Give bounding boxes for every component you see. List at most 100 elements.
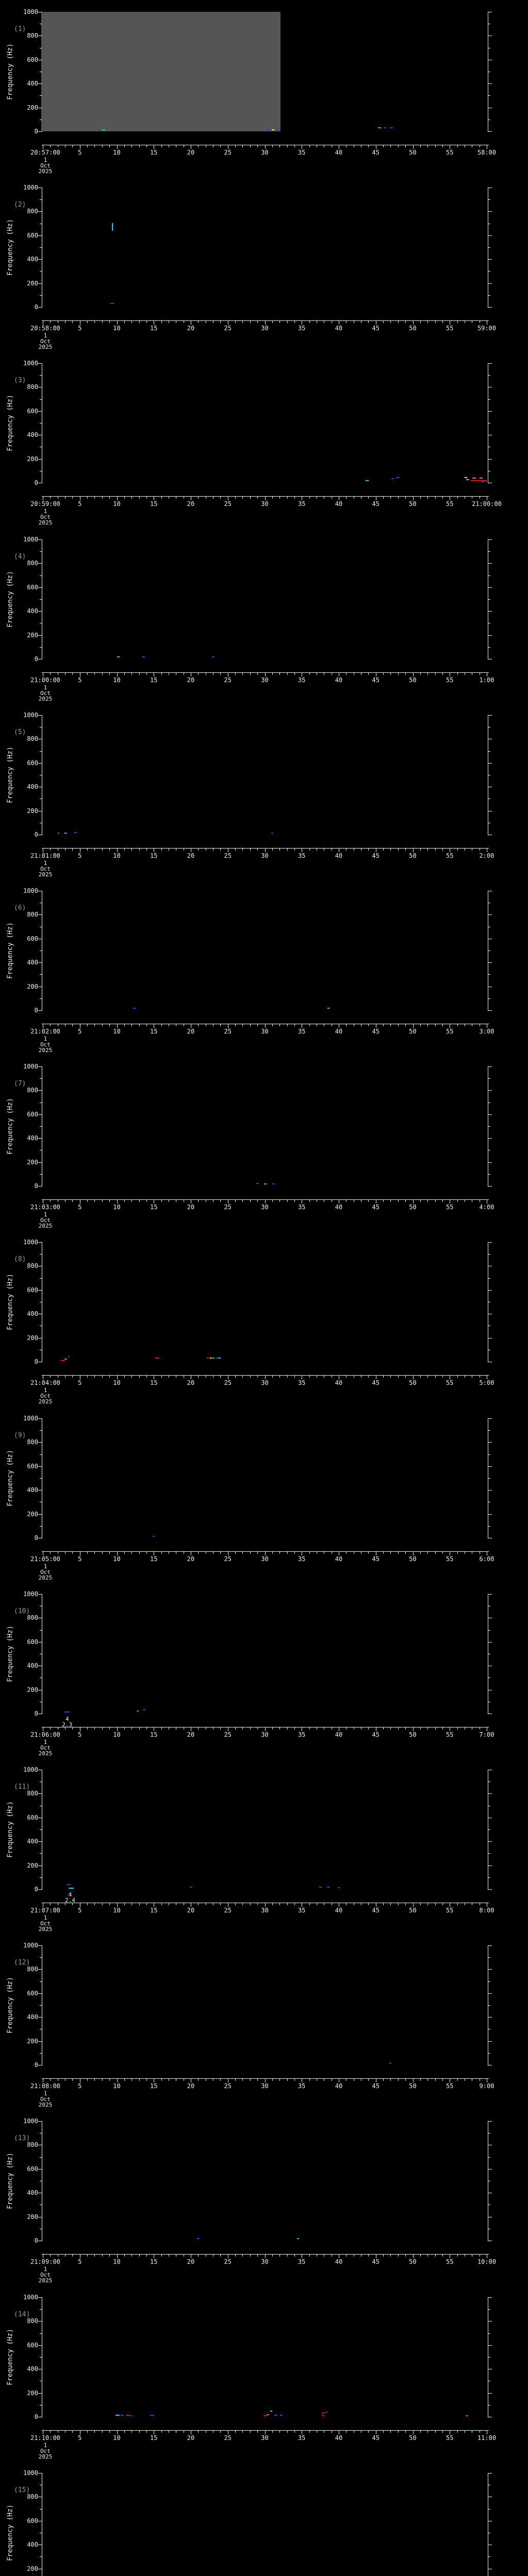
spectrogram-plot-area [43, 1242, 487, 1362]
y-axis-tick [488, 459, 492, 460]
x-axis-tick [102, 1903, 103, 1905]
x-axis-tick [257, 497, 258, 499]
x-axis-tick [309, 1727, 310, 1730]
y-axis-tick [488, 1981, 490, 1982]
y-axis-tick [488, 271, 490, 272]
x-axis-tick-label: 30 [261, 325, 269, 332]
y-axis-tick [488, 375, 490, 376]
y-axis-tick-label: 200 [27, 2037, 38, 2045]
x-axis-tick [124, 145, 125, 147]
x-axis-tick-label: 40 [335, 325, 343, 332]
x-axis-tick [279, 1727, 280, 1730]
x-axis-tick [412, 2079, 414, 2082]
y-axis-title: Frequency (Hz) [6, 922, 14, 979]
spectrogram-event-mark [482, 481, 485, 482]
x-axis-end-time-label: 3:00 [479, 1028, 494, 1035]
x-axis-tick-label: 20 [187, 149, 195, 156]
x-axis-tick [442, 2255, 443, 2257]
x-axis-tick [294, 1376, 295, 1378]
x-axis-tick-label: 15 [150, 1204, 158, 1211]
y-axis-tick [488, 199, 490, 200]
x-axis-tick [435, 1376, 436, 1378]
y-axis-tick [488, 611, 492, 612]
x-axis-tick-label: 5 [78, 852, 82, 859]
x-axis-line [42, 496, 489, 497]
x-axis-tick [265, 1200, 266, 1204]
x-axis-tick-label: 25 [224, 149, 232, 156]
x-axis-tick [131, 2079, 133, 2081]
x-axis-tick [435, 849, 436, 851]
x-axis-tick [72, 1552, 73, 1554]
x-axis-tick [368, 145, 369, 147]
x-axis-tick [242, 1552, 243, 1554]
y-axis-tick [488, 1841, 492, 1842]
y-axis-tick [38, 715, 42, 716]
x-axis-tick [72, 673, 73, 675]
x-axis-tick [279, 1200, 280, 1202]
x-axis-tick [294, 2255, 295, 2257]
x-axis-tick [102, 1024, 103, 1026]
y-axis-tick-label: 400 [27, 783, 38, 791]
x-axis-tick [139, 673, 140, 675]
x-axis-tick [272, 1200, 273, 1202]
x-axis-tick [265, 2431, 266, 2434]
x-axis-tick [435, 1024, 436, 1026]
y-axis-tick [488, 1126, 490, 1127]
y-axis-tick-label: 600 [27, 2517, 38, 2524]
y-axis-tick-label: 800 [27, 1438, 38, 1446]
x-axis-tick [87, 1376, 88, 1378]
x-axis-tick-label: 15 [150, 2258, 158, 2265]
spectrogram-panel: 0 200 400 600 800 1000 Frequency (Hz) (14) 21:10… [0, 2293, 528, 2468]
x-axis-tick [242, 673, 243, 675]
x-axis-tick-label: 50 [409, 500, 417, 507]
x-axis-tick [457, 2431, 458, 2433]
x-axis-tick [250, 2079, 251, 2081]
x-axis-tick-label: 35 [298, 1028, 306, 1035]
x-axis-tick-label: 40 [335, 852, 343, 859]
x-axis-tick [390, 1727, 391, 1730]
x-axis-date-label: 1 [43, 1387, 47, 1394]
x-axis-tick [427, 2255, 428, 2257]
x-axis-start-time-label: 21:08:00 [30, 2082, 60, 2090]
spectrogram-event-mark [68, 1356, 70, 1358]
y-axis-tick [488, 587, 492, 588]
x-axis-tick-label: 5 [78, 325, 82, 332]
x-axis-tick-label: 25 [224, 2258, 232, 2265]
y-axis-tick [38, 2041, 42, 2042]
y-axis-tick [40, 1454, 42, 1455]
x-axis-tick [265, 1024, 266, 1028]
y-axis-tick [488, 1877, 490, 1878]
x-axis-tick [139, 1903, 140, 1905]
x-axis-tick-label: 5 [78, 2258, 82, 2265]
y-axis-tick [488, 2509, 490, 2510]
x-axis-tick [420, 321, 421, 323]
y-axis-tick [38, 1090, 42, 1091]
x-axis-tick [287, 145, 288, 147]
x-axis-tick [442, 1376, 443, 1378]
x-axis-tick [279, 497, 280, 499]
x-axis-tick [272, 2255, 273, 2257]
x-axis-tick-label: 40 [335, 149, 343, 156]
y-axis-tick [40, 2053, 42, 2054]
x-axis-tick [161, 2079, 162, 2081]
y-axis-title: Frequency (Hz) [6, 43, 14, 100]
x-axis-tick [457, 321, 458, 323]
y-axis-tick [488, 715, 492, 716]
x-axis-tick [161, 1552, 162, 1554]
x-axis-tick-label: 10 [113, 325, 121, 332]
y-axis-tick [38, 2017, 42, 2018]
y-axis-tick-label: 400 [27, 1486, 38, 1494]
x-axis-tick [279, 2079, 280, 2081]
x-axis-tick [309, 849, 310, 851]
x-axis-tick-label: 50 [409, 676, 417, 684]
y-axis-tick [488, 235, 492, 236]
x-axis-tick [102, 1552, 103, 1554]
x-axis-tick [287, 321, 288, 323]
x-axis-tick-label: 35 [298, 2434, 306, 2442]
x-axis-tick-label: 20 [187, 2082, 195, 2090]
x-axis-tick-label: 45 [372, 149, 380, 156]
x-axis-tick [72, 1200, 73, 1202]
spectrogram-event-mark [120, 2415, 124, 2416]
x-axis-tick [198, 1552, 199, 1554]
x-axis-date-label: 2025 [38, 1223, 53, 1229]
